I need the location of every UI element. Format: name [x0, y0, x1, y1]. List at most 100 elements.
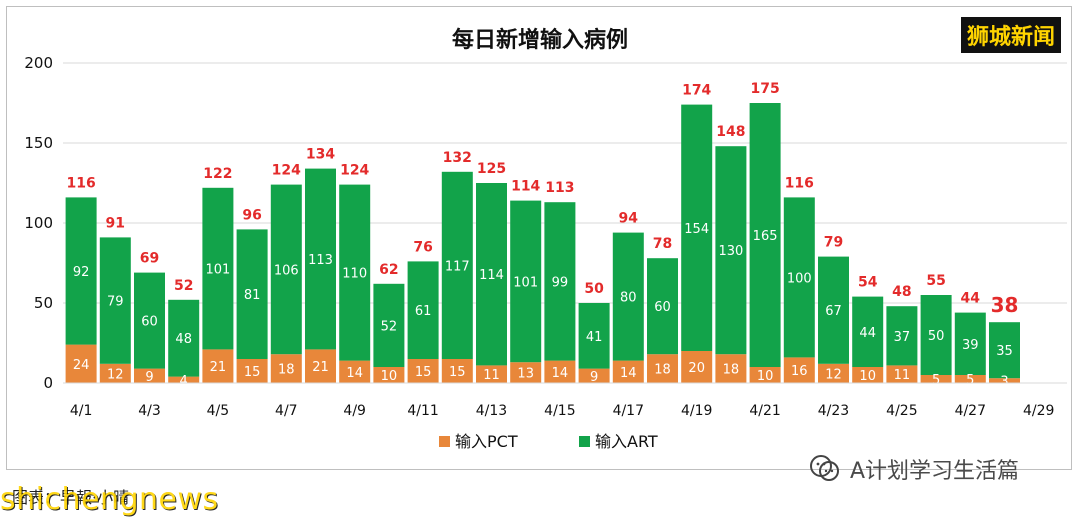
data-label-total: 52: [174, 278, 193, 294]
bar-group: 15 81 96: [236, 207, 268, 383]
data-label-art: 110: [342, 267, 367, 282]
data-label-pct: 14: [620, 366, 637, 381]
data-label-art: 101: [513, 275, 538, 290]
bar-group: 10 44 54: [852, 275, 884, 384]
data-label-art: 79: [107, 295, 124, 310]
wechat-icon: [810, 455, 839, 481]
bar-group: 11 114 125: [476, 161, 507, 383]
bar-art: [441, 171, 473, 359]
bar-pct: [134, 368, 165, 383]
bar-art: [99, 237, 131, 364]
x-tick-label: 4/23: [818, 403, 849, 419]
legend-label: 输入ART: [595, 432, 658, 451]
bar-art: [818, 256, 849, 364]
data-label-art: 61: [415, 304, 432, 319]
bar-pct: [202, 349, 234, 383]
data-label-art: 39: [962, 338, 979, 353]
bar-group: 21 113 134: [305, 147, 336, 383]
bar-pct: [339, 360, 371, 383]
bar-art: [920, 295, 952, 375]
x-tick-label: 4/9: [343, 403, 366, 419]
bar-group: 18 106 124: [270, 163, 302, 383]
data-label-total: 50: [584, 281, 604, 297]
bar-group: 14 80 94: [612, 211, 644, 383]
bar-pct: [920, 375, 952, 383]
bar-art: [544, 202, 576, 361]
data-label-pct: 20: [688, 361, 705, 376]
y-tick-label: 150: [24, 134, 53, 152]
y-tick-label: 50: [34, 294, 53, 312]
data-label-pct: 16: [791, 364, 808, 379]
bar-pct: [305, 349, 336, 383]
data-label-total: 132: [443, 150, 472, 166]
data-label-art: 101: [205, 263, 230, 278]
y-tick-label: 100: [24, 214, 53, 232]
bar-art: [407, 261, 439, 359]
bar-group: 5 39 44: [954, 291, 986, 388]
data-label-total: 94: [619, 211, 639, 227]
data-label-pct: 5: [932, 373, 940, 388]
bar-group: 10 52 62: [373, 262, 405, 384]
bar-group: 18 60 78: [647, 236, 678, 383]
data-label-total: 124: [272, 163, 301, 179]
bar-pct: [441, 359, 473, 383]
data-label-total: 96: [242, 207, 261, 223]
data-label-total: 76: [413, 239, 432, 255]
bar-art: [647, 258, 678, 355]
data-label-art: 67: [825, 304, 842, 319]
x-tick-label: 4/13: [476, 403, 507, 419]
data-label-pct: 15: [449, 365, 466, 380]
data-label-pct: 9: [145, 370, 153, 385]
bar-art: [715, 146, 747, 355]
bar-art: [236, 229, 268, 359]
y-axis-ticks: 0 50 100 150 200: [24, 54, 53, 392]
bar-pct: [989, 378, 1020, 383]
data-label-pct: 12: [825, 367, 842, 382]
data-label-art: 52: [381, 319, 398, 334]
data-label-total: 38: [991, 293, 1019, 317]
bar-group: 9 60 69: [134, 251, 165, 385]
watermark-cn: A计划学习生活篇: [808, 452, 1019, 486]
bar-group: 14 99 113: [544, 180, 576, 383]
data-label-art: 100: [787, 271, 812, 286]
data-label-total: 78: [653, 236, 672, 252]
data-label-total: 125: [477, 161, 506, 177]
bar-pct: [373, 367, 405, 383]
data-label-total: 122: [203, 166, 232, 182]
bar-art: [476, 183, 507, 366]
bar-art: [989, 322, 1020, 379]
data-label-pct: 18: [278, 363, 295, 378]
bar-pct: [612, 360, 644, 383]
x-tick-label: 4/3: [138, 403, 161, 419]
bars: 2492116127991960694485221101122158196181…: [65, 81, 1020, 390]
data-label-pct: 21: [210, 360, 227, 375]
bar-group: 15 61 76: [407, 239, 439, 383]
x-tick-label: 4/7: [275, 403, 298, 419]
data-label-total: 134: [306, 147, 335, 163]
data-label-total: 175: [750, 81, 779, 97]
bar-pct: [954, 375, 986, 383]
bar-art: [783, 197, 815, 358]
data-label-art: 117: [445, 259, 470, 274]
data-label-art: 60: [141, 315, 158, 330]
data-label-total: 62: [379, 262, 398, 278]
bar-group: 11 37 48: [886, 284, 918, 383]
bar-pct: [236, 359, 268, 383]
bar-pct: [544, 360, 576, 383]
data-label-total: 124: [340, 163, 369, 179]
data-label-art: 81: [244, 288, 261, 303]
bar-art: [749, 103, 781, 367]
data-label-pct: 11: [483, 368, 500, 383]
data-label-art: 41: [586, 330, 603, 345]
data-label-total: 116: [785, 175, 814, 191]
data-label-pct: 21: [312, 360, 329, 375]
y-tick-label: 0: [43, 374, 53, 392]
bar-group: 21 101 122: [202, 166, 234, 383]
bar-art: [954, 312, 986, 375]
data-label-total: 79: [824, 235, 843, 251]
data-label-pct: 24: [73, 358, 90, 373]
bar-art: [270, 184, 302, 355]
bar-pct: [783, 357, 815, 383]
bar-art: [65, 197, 97, 345]
data-label-pct: 12: [107, 367, 124, 382]
